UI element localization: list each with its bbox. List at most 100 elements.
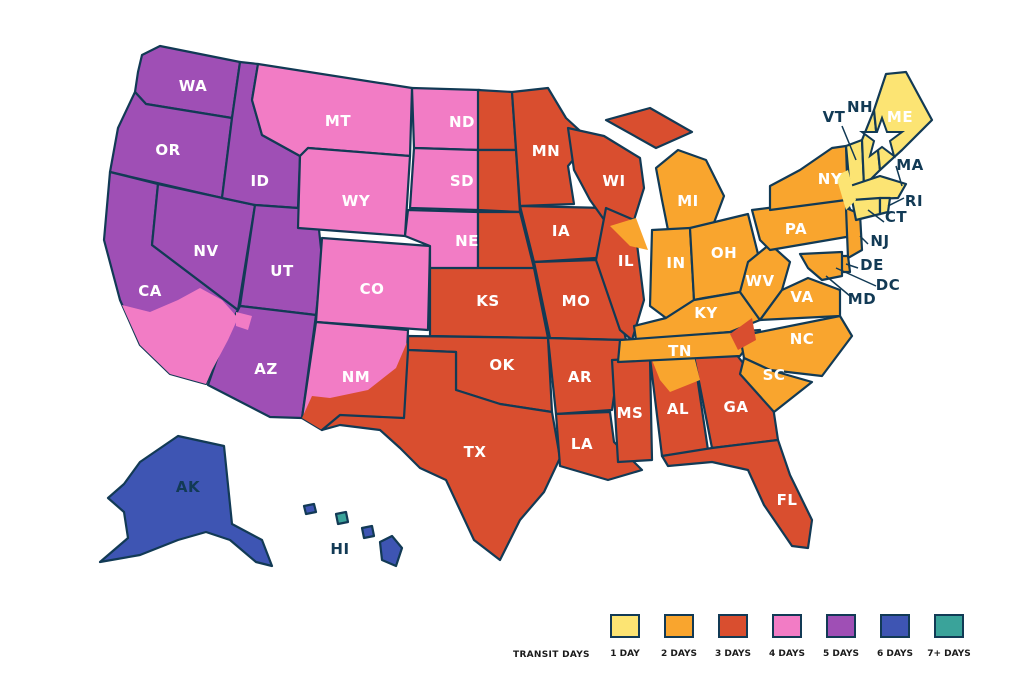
label-oh: OH [711, 244, 737, 262]
legend-label: 3 DAYS [715, 649, 751, 659]
state-mi-up[interactable] [604, 106, 694, 150]
label-ut: UT [270, 262, 294, 280]
label-wa: WA [179, 77, 207, 95]
label-ma: MA [896, 156, 924, 174]
state-tn[interactable] [616, 328, 762, 364]
label-ar: AR [568, 368, 592, 386]
label-ms: MS [617, 404, 644, 422]
leader-dc [835, 267, 877, 287]
state-hi-oahu[interactable] [302, 502, 318, 516]
ny-1day-zone [836, 170, 856, 210]
leader-vt [841, 125, 857, 161]
label-nj: NJ [870, 232, 889, 250]
legend-title: TRANSIT DAYS [513, 650, 590, 660]
state-hi-kauai[interactable] [334, 510, 350, 526]
legend-item: 2 DAYS [651, 614, 707, 659]
legend-swatch [772, 614, 802, 638]
label-dc: DC [876, 276, 900, 294]
label-mo: MO [562, 292, 591, 310]
state-sd[interactable] [476, 148, 522, 214]
nm-3day-zone [302, 340, 408, 430]
state-ri[interactable] [878, 196, 892, 216]
legend-swatch [934, 614, 964, 638]
legend-label: 6 DAYS [877, 649, 913, 659]
ca-4day-zone [122, 288, 238, 384]
label-de: DE [860, 256, 884, 274]
legend-label: 5 DAYS [823, 649, 859, 659]
label-nc: NC [790, 330, 815, 348]
leader-nj [859, 235, 869, 245]
label-il: IL [618, 252, 634, 270]
legend-label: 1 DAY [610, 649, 640, 659]
state-co[interactable] [314, 236, 432, 332]
label-id: ID [250, 172, 269, 190]
label-wi: WI [602, 172, 625, 190]
legend-item: 6 DAYS [867, 614, 923, 659]
legend-swatch [880, 614, 910, 638]
state-ak[interactable] [98, 434, 274, 568]
il-2day-zone [610, 218, 648, 250]
label-al: AL [667, 400, 689, 418]
al-2day-zone [652, 356, 700, 392]
state-ar[interactable] [546, 336, 624, 416]
label-in: IN [666, 254, 685, 272]
star-icon [859, 115, 905, 159]
label-nv: NV [193, 242, 218, 260]
label-nh: NH [847, 98, 873, 116]
label-fl: FL [777, 491, 798, 509]
label-md: MD [848, 290, 876, 308]
label-ak: AK [176, 478, 201, 496]
legend-label: 2 DAYS [661, 649, 697, 659]
state-va[interactable] [758, 276, 842, 322]
label-ny: NY [818, 170, 843, 188]
legend-item: 3 DAYS [705, 614, 761, 659]
label-ga: GA [724, 398, 749, 416]
label-nd: ND [449, 113, 475, 131]
state-nd[interactable] [476, 88, 518, 152]
state-sc[interactable] [738, 356, 814, 414]
leader-de [845, 263, 859, 269]
state-mt[interactable] [250, 62, 414, 158]
state-tx[interactable] [320, 348, 562, 562]
legend-swatch [826, 614, 856, 638]
leader-md [825, 275, 851, 297]
label-tx: TX [464, 443, 487, 461]
label-me: ME [887, 108, 913, 126]
leader-ct [867, 209, 885, 223]
label-vt: VT [823, 108, 846, 126]
tn-nc-3day-zone [730, 318, 756, 350]
legend-item: 7+ DAYS [921, 614, 977, 659]
legend-item: 5 DAYS [813, 614, 869, 659]
label-ky: KY [694, 304, 718, 322]
label-ia: IA [552, 222, 570, 240]
state-la[interactable] [554, 410, 644, 482]
state-hi-big[interactable] [378, 534, 404, 568]
label-ks: KS [476, 292, 499, 310]
transit-days-legend: TRANSIT DAYS 1 DAY 2 DAYS 3 DAYS 4 DAYS 5 DA… [505, 614, 985, 664]
legend-item: 4 DAYS [759, 614, 815, 659]
legend-label: 7+ DAYS [927, 649, 971, 659]
legend-label: 4 DAYS [769, 649, 805, 659]
legend-swatch [610, 614, 640, 638]
state-mi[interactable] [654, 148, 726, 232]
label-hi: HI [330, 540, 349, 558]
label-co: CO [360, 280, 385, 298]
label-az: AZ [254, 360, 278, 378]
label-nm: NM [342, 368, 370, 386]
state-hi-maui[interactable] [360, 524, 376, 540]
label-mn: MN [532, 142, 560, 160]
label-la: LA [571, 435, 593, 453]
label-or: OR [155, 141, 180, 159]
label-ok: OK [489, 356, 515, 374]
leader-ri [887, 197, 905, 207]
state-md[interactable] [798, 250, 844, 282]
label-pa: PA [785, 220, 807, 238]
label-mt: MT [325, 112, 351, 130]
label-ca: CA [138, 282, 162, 300]
label-ri: RI [905, 192, 923, 210]
az-4day-zone [236, 312, 252, 330]
state-fl[interactable] [660, 438, 814, 550]
state-wy[interactable] [296, 146, 412, 238]
label-va: VA [790, 288, 813, 306]
label-tn: TN [668, 342, 692, 360]
